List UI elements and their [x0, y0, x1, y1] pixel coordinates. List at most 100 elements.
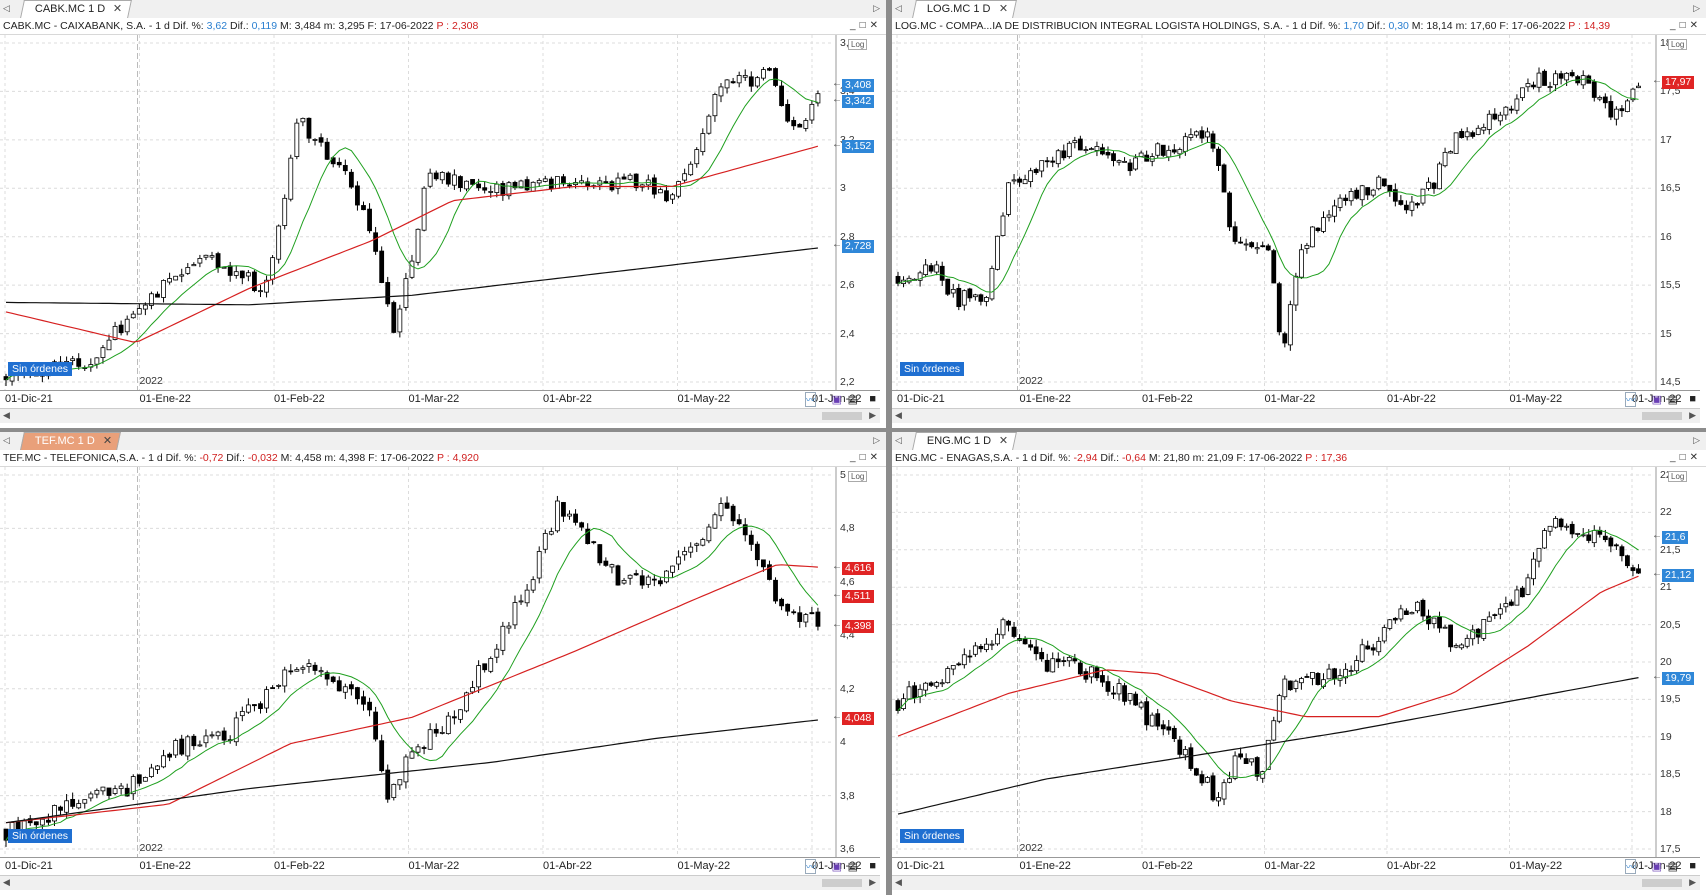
candle-body — [1514, 98, 1520, 111]
candle-body — [1282, 333, 1288, 344]
horizontal-scrollbar[interactable]: ◀ ▶ — [0, 408, 880, 423]
candle-body — [118, 785, 124, 789]
scrollbar-thumb[interactable] — [822, 879, 862, 887]
candle-body — [330, 676, 336, 682]
candle-body — [1536, 72, 1542, 88]
tab-close-icon[interactable]: ✕ — [113, 3, 123, 15]
candle-body — [270, 687, 276, 689]
save-icon[interactable]: ▣ — [1651, 861, 1662, 873]
candle-body — [124, 318, 130, 333]
tab-scroll-left-icon[interactable]: ◁ — [3, 3, 10, 13]
chart-type-icon[interactable]: 〰 — [1624, 859, 1636, 874]
candle-body — [361, 205, 366, 211]
close-icon[interactable]: ✕ — [1689, 452, 1702, 463]
candle-body — [118, 324, 124, 334]
color-swatch-icon[interactable]: ■ — [869, 860, 876, 872]
y-tick-label: 17 — [1660, 133, 1672, 146]
tab-scroll-left-icon[interactable]: ◁ — [895, 435, 902, 445]
candle-body — [754, 543, 760, 561]
tab-scroll-left-icon[interactable]: ◁ — [3, 435, 10, 445]
color-swatch-icon[interactable]: ■ — [1689, 393, 1696, 405]
candle-body — [1492, 614, 1498, 617]
candle-body — [748, 76, 754, 87]
scroll-right-icon[interactable]: ▶ — [1689, 410, 1696, 420]
tab-tef[interactable]: TEF.MC 1 D ✕ — [20, 432, 122, 450]
maximize-icon[interactable]: □ — [1679, 20, 1690, 31]
scroll-right-icon[interactable]: ▶ — [1689, 877, 1696, 887]
price-chart[interactable] — [0, 467, 880, 857]
candle-body — [1591, 530, 1597, 544]
color-swatch-icon[interactable]: ■ — [1689, 860, 1696, 872]
color-swatch-icon[interactable]: ■ — [869, 393, 876, 405]
candle-body — [779, 85, 784, 107]
chart-type-icon[interactable]: 〰 — [804, 859, 816, 874]
tab-scroll-right-icon[interactable]: ▷ — [1693, 435, 1700, 445]
layout-icon[interactable]: ▤ — [847, 861, 858, 873]
scrollbar-thumb[interactable] — [1642, 879, 1682, 887]
maximize-icon[interactable]: □ — [1679, 452, 1690, 463]
log-scale-toggle[interactable]: Log — [1668, 39, 1688, 50]
layout-icon[interactable]: ▤ — [1667, 394, 1678, 406]
scroll-left-icon[interactable]: ◀ — [895, 410, 902, 420]
log-scale-toggle[interactable]: Log — [848, 471, 868, 482]
save-icon[interactable]: ▣ — [1651, 394, 1662, 406]
scrollbar-thumb[interactable] — [1642, 412, 1682, 420]
tab-close-icon[interactable]: ✕ — [998, 3, 1008, 15]
minimize-icon[interactable]: _ — [850, 452, 860, 463]
candle-body — [70, 798, 76, 807]
scroll-left-icon[interactable]: ◀ — [3, 877, 10, 887]
layout-icon[interactable]: ▤ — [847, 394, 858, 406]
tab-eng[interactable]: ENG.MC 1 D ✕ — [912, 432, 1018, 450]
horizontal-scrollbar[interactable]: ◀ ▶ — [892, 408, 1700, 423]
minimize-icon[interactable]: _ — [1670, 20, 1680, 31]
candle-body — [470, 179, 475, 185]
close-icon[interactable]: ✕ — [869, 452, 882, 463]
candle-body — [209, 255, 215, 258]
candle-body — [421, 187, 427, 231]
tab-log[interactable]: LOG.MC 1 D ✕ — [912, 0, 1017, 18]
price-chart[interactable] — [0, 35, 880, 390]
candle-body — [1608, 537, 1614, 547]
tab-scroll-right-icon[interactable]: ▷ — [873, 3, 880, 13]
scroll-right-icon[interactable]: ▶ — [869, 410, 876, 420]
chart-title-bar: ENG.MC - ENAGAS,S.A. - 1 d Dif. %: -2,94… — [892, 450, 1706, 467]
scrollbar-thumb[interactable] — [822, 412, 862, 420]
tab-scroll-right-icon[interactable]: ▷ — [1693, 3, 1700, 13]
maximize-icon[interactable]: □ — [859, 20, 870, 31]
close-icon[interactable]: ✕ — [1689, 20, 1702, 31]
log-scale-toggle[interactable]: Log — [848, 39, 868, 50]
candle-body — [1238, 241, 1244, 244]
minimize-icon[interactable]: _ — [850, 20, 860, 31]
maximize-icon[interactable]: □ — [859, 452, 870, 463]
candle-body — [433, 172, 439, 180]
save-icon[interactable]: ▣ — [831, 861, 842, 873]
tab-close-icon[interactable]: ✕ — [999, 435, 1009, 447]
close-icon[interactable]: ✕ — [869, 20, 882, 31]
tab-cabk[interactable]: CABK.MC 1 D ✕ — [20, 0, 132, 18]
save-icon[interactable]: ▣ — [831, 394, 842, 406]
tab-scroll-left-icon[interactable]: ◁ — [895, 3, 902, 13]
scroll-right-icon[interactable]: ▶ — [869, 877, 876, 887]
date-tick-label: 01-Ene-22 — [1019, 393, 1071, 405]
candle-body — [901, 698, 906, 709]
scroll-left-icon[interactable]: ◀ — [3, 410, 10, 420]
chart-type-icon[interactable]: 〰 — [804, 392, 816, 407]
candle-body — [554, 176, 560, 189]
log-scale-toggle[interactable]: Log — [1668, 471, 1688, 482]
candle-body — [330, 157, 336, 165]
scroll-left-icon[interactable]: ◀ — [895, 877, 902, 887]
tab-scroll-right-icon[interactable]: ▷ — [873, 435, 880, 445]
chart-type-icon[interactable]: 〰 — [1624, 392, 1636, 407]
candle-body — [1271, 720, 1277, 741]
candle-body — [427, 729, 433, 750]
horizontal-scrollbar[interactable]: ◀ ▶ — [0, 875, 880, 890]
horizontal-scrollbar[interactable]: ◀ ▶ — [892, 875, 1700, 890]
tab-close-icon[interactable]: ✕ — [102, 435, 113, 447]
price-tag-arrow-icon: ← — [832, 78, 842, 90]
layout-icon[interactable]: ▤ — [1667, 861, 1678, 873]
vertical-divider[interactable] — [886, 0, 892, 895]
price-chart[interactable] — [892, 35, 1700, 390]
horizontal-divider[interactable] — [0, 428, 1706, 432]
price-chart[interactable] — [892, 467, 1700, 857]
minimize-icon[interactable]: _ — [1670, 452, 1680, 463]
